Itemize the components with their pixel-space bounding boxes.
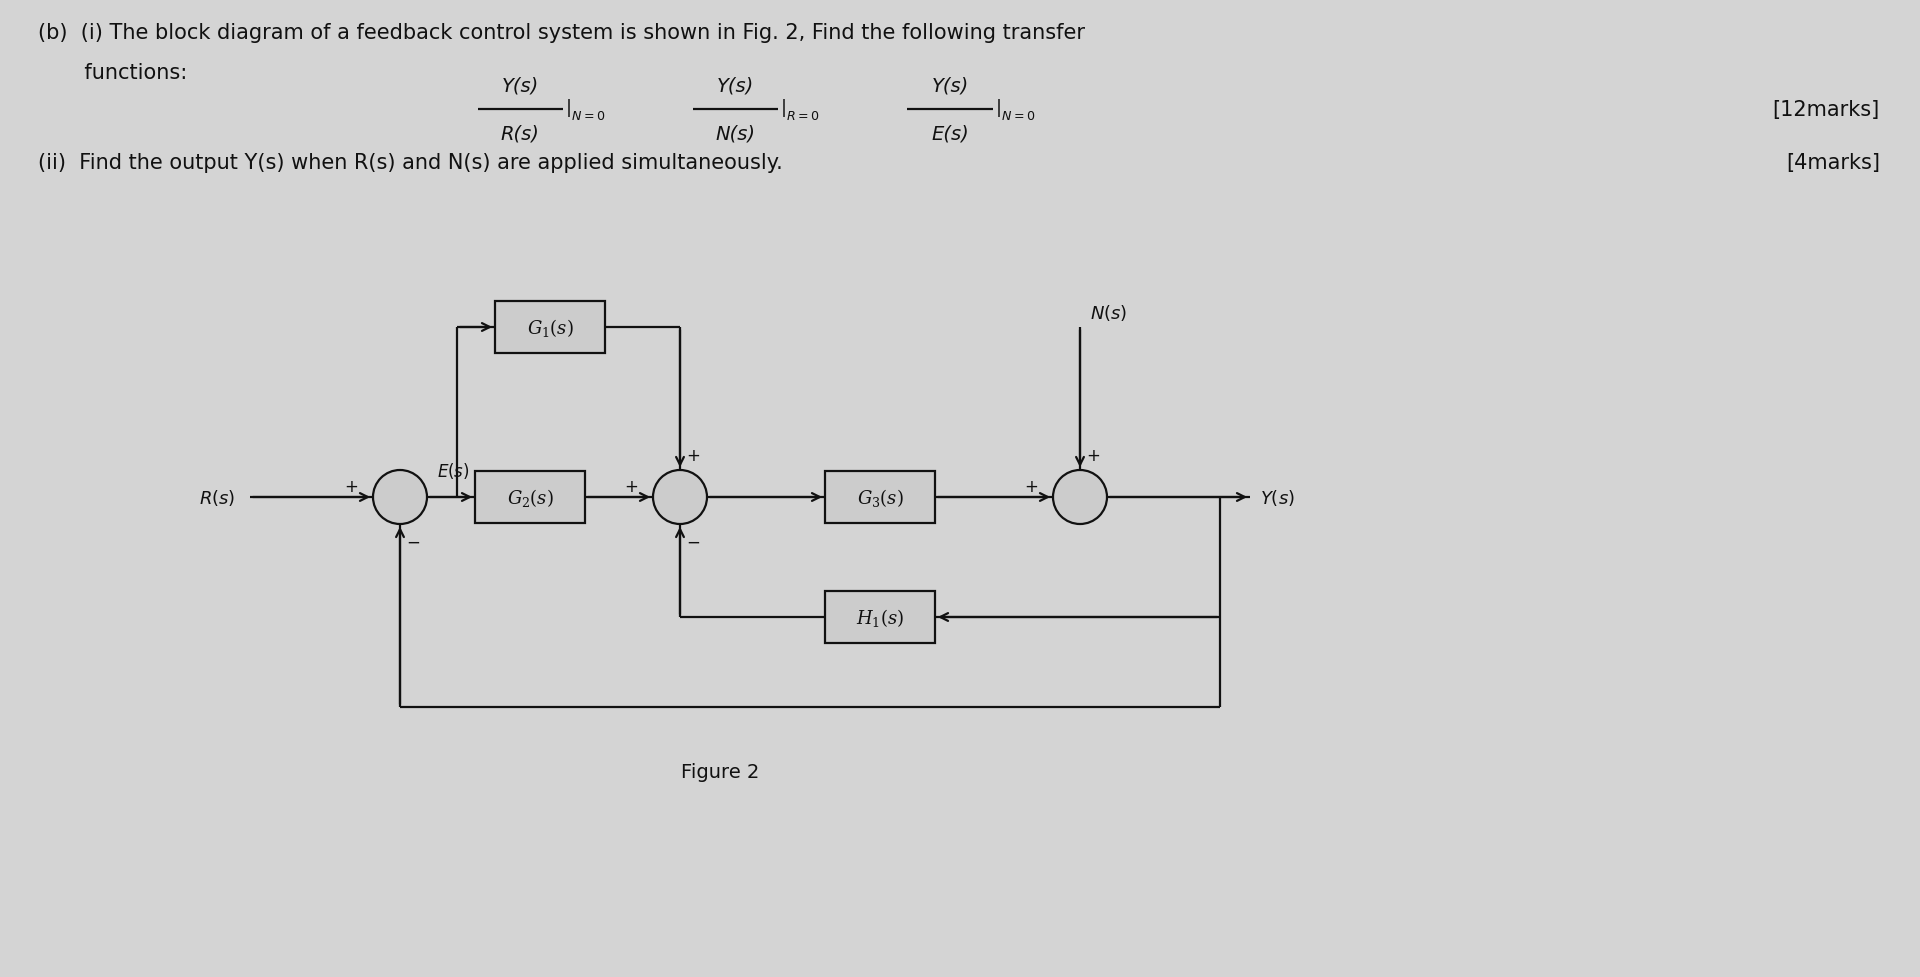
Text: $G_1(s)$: $G_1(s)$ — [526, 317, 574, 339]
Text: +: + — [1087, 446, 1100, 464]
Text: −: − — [687, 533, 701, 551]
Text: $\left.\right|_{N=0}$: $\left.\right|_{N=0}$ — [564, 98, 605, 122]
Text: Y(s): Y(s) — [501, 76, 540, 96]
Text: −: − — [407, 533, 420, 551]
Text: $N(s)$: $N(s)$ — [1091, 303, 1127, 322]
Circle shape — [1052, 471, 1108, 525]
Bar — [826, 472, 935, 524]
Text: $G_2(s)$: $G_2(s)$ — [507, 487, 553, 508]
Text: [4marks]: [4marks] — [1786, 152, 1880, 173]
Text: $\left.\right|_{N=0}$: $\left.\right|_{N=0}$ — [995, 98, 1035, 122]
Text: functions:: functions: — [38, 63, 188, 83]
Text: +: + — [687, 446, 701, 464]
Text: [12marks]: [12marks] — [1772, 100, 1880, 120]
Circle shape — [372, 471, 426, 525]
Text: $\left.\right|_{R=0}$: $\left.\right|_{R=0}$ — [780, 98, 820, 122]
Text: $H_1(s)$: $H_1(s)$ — [856, 607, 904, 628]
Text: N(s): N(s) — [714, 124, 755, 144]
Bar — [495, 302, 605, 354]
Text: $Y(s)$: $Y(s)$ — [1260, 488, 1294, 507]
Text: Y(s): Y(s) — [716, 76, 755, 96]
Text: Y(s): Y(s) — [931, 76, 968, 96]
Text: +: + — [1023, 478, 1039, 495]
Bar — [826, 591, 935, 643]
Text: Figure 2: Figure 2 — [682, 763, 758, 782]
Text: +: + — [624, 478, 637, 495]
Text: (ii)  Find the output Y(s) when R(s) and N(s) are applied simultaneously.: (ii) Find the output Y(s) when R(s) and … — [38, 152, 783, 173]
Text: +: + — [344, 478, 357, 495]
Bar — [474, 472, 586, 524]
Circle shape — [653, 471, 707, 525]
Text: $G_3(s)$: $G_3(s)$ — [856, 487, 904, 508]
Text: $R(s)$: $R(s)$ — [198, 488, 234, 507]
Text: $E(s)$: $E(s)$ — [438, 460, 470, 481]
Text: E(s): E(s) — [931, 124, 970, 144]
Text: (b)  (i) The block diagram of a feedback control system is shown in Fig. 2, Find: (b) (i) The block diagram of a feedback … — [38, 23, 1085, 43]
Text: R(s): R(s) — [501, 124, 540, 144]
